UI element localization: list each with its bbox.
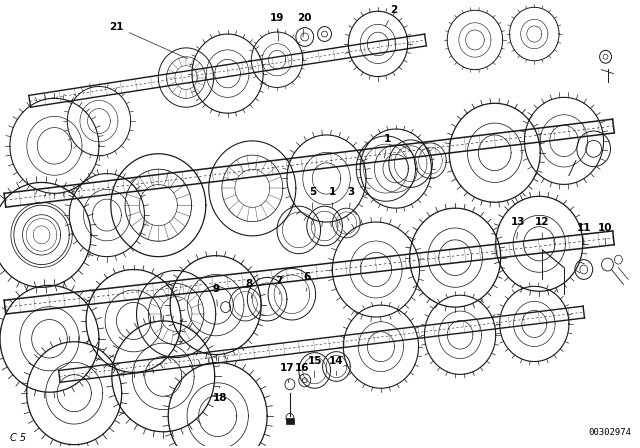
Text: 5: 5 bbox=[309, 187, 316, 209]
Text: 8: 8 bbox=[246, 280, 253, 298]
Text: 14: 14 bbox=[329, 356, 344, 375]
Text: C 5: C 5 bbox=[10, 433, 26, 443]
Text: 19: 19 bbox=[270, 13, 284, 41]
Text: 15: 15 bbox=[307, 356, 322, 378]
Text: 12: 12 bbox=[535, 217, 550, 239]
Text: 10: 10 bbox=[598, 223, 612, 245]
Text: 18: 18 bbox=[212, 386, 227, 403]
Text: 20: 20 bbox=[298, 13, 312, 37]
Text: 3: 3 bbox=[348, 187, 355, 207]
Text: 13: 13 bbox=[511, 217, 525, 239]
Text: 7: 7 bbox=[275, 276, 283, 294]
Text: 9: 9 bbox=[212, 284, 220, 306]
Text: 16: 16 bbox=[294, 363, 309, 382]
Text: 11: 11 bbox=[577, 223, 591, 245]
Text: 21: 21 bbox=[109, 22, 188, 59]
Text: 1: 1 bbox=[329, 187, 336, 207]
Text: 17: 17 bbox=[280, 363, 294, 383]
Bar bbox=[286, 418, 294, 424]
Text: 2: 2 bbox=[385, 5, 397, 26]
Text: 6: 6 bbox=[303, 272, 310, 292]
Text: 1: 1 bbox=[384, 134, 392, 158]
Text: 00302974: 00302974 bbox=[589, 428, 632, 437]
